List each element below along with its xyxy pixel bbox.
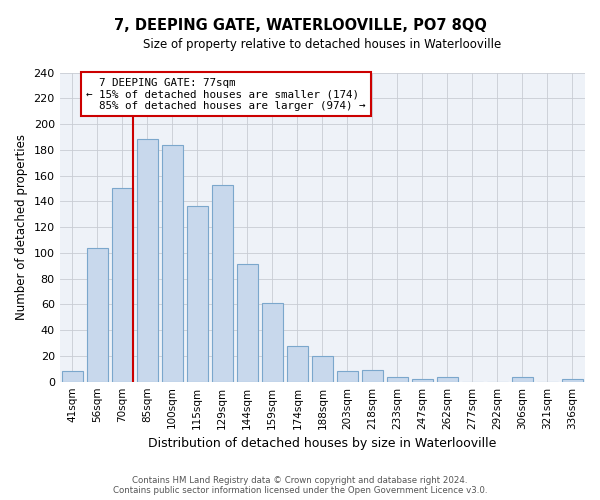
- Bar: [86, 248, 108, 382]
- Title: Size of property relative to detached houses in Waterlooville: Size of property relative to detached ho…: [143, 38, 502, 51]
- Bar: [212, 184, 233, 382]
- X-axis label: Distribution of detached houses by size in Waterlooville: Distribution of detached houses by size …: [148, 437, 497, 450]
- Text: 7, DEEPING GATE, WATERLOOVILLE, PO7 8QQ: 7, DEEPING GATE, WATERLOOVILLE, PO7 8QQ: [113, 18, 487, 32]
- Bar: [287, 346, 308, 382]
- Bar: [62, 372, 83, 382]
- Bar: [312, 356, 333, 382]
- Bar: [412, 379, 433, 382]
- Text: Contains HM Land Registry data © Crown copyright and database right 2024.
Contai: Contains HM Land Registry data © Crown c…: [113, 476, 487, 495]
- Bar: [362, 370, 383, 382]
- Text: 7 DEEPING GATE: 77sqm
← 15% of detached houses are smaller (174)
  85% of detach: 7 DEEPING GATE: 77sqm ← 15% of detached …: [86, 78, 365, 111]
- Bar: [387, 376, 408, 382]
- Bar: [187, 206, 208, 382]
- Bar: [137, 140, 158, 382]
- Bar: [437, 376, 458, 382]
- Bar: [337, 372, 358, 382]
- Bar: [161, 144, 183, 382]
- Y-axis label: Number of detached properties: Number of detached properties: [15, 134, 28, 320]
- Bar: [112, 188, 133, 382]
- Bar: [236, 264, 258, 382]
- Bar: [262, 303, 283, 382]
- Bar: [562, 379, 583, 382]
- Bar: [512, 376, 533, 382]
